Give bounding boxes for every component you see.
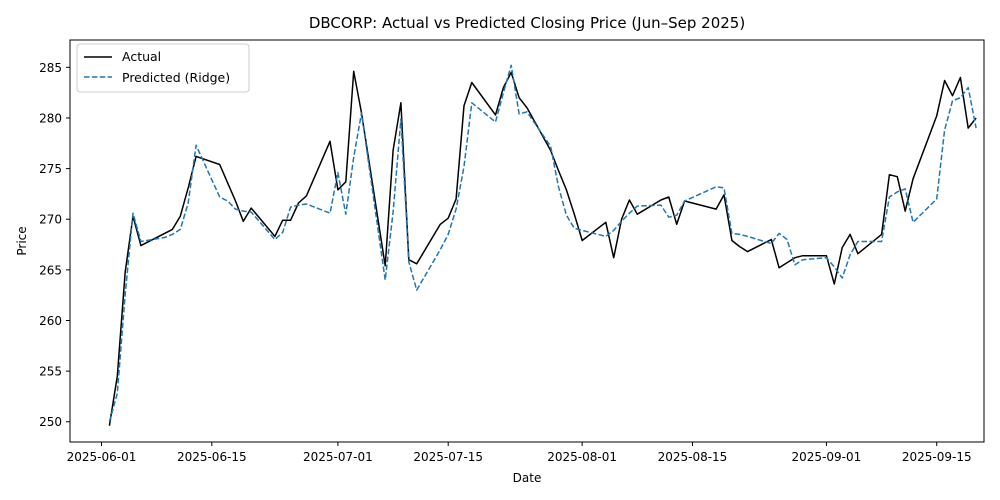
legend-label-predicted: Predicted (Ridge) [122, 70, 230, 85]
x-axis-label: Date [513, 471, 542, 485]
y-tick-label: 265 [39, 263, 62, 277]
y-tick-label: 275 [39, 162, 62, 176]
legend-label-actual: Actual [122, 49, 161, 64]
x-tick-label: 2025-07-15 [413, 450, 483, 464]
plot-frame [69, 39, 985, 443]
y-tick-label: 285 [39, 61, 62, 75]
x-tick-label: 2025-06-15 [177, 450, 247, 464]
chart-title: DBCORP: Actual vs Predicted Closing Pric… [309, 14, 745, 32]
x-axis: 2025-06-01 2025-06-15 2025-07-01 2025-07-15… [67, 442, 972, 464]
y-tick-label: 270 [39, 213, 62, 227]
x-tick-label: 2025-07-01 [303, 450, 373, 464]
series-line-actual [108, 70, 977, 426]
series-layer [108, 64, 977, 426]
series-line-predicted-ridge [108, 64, 977, 422]
legend-box [76, 43, 250, 93]
x-tick-label: 2025-06-01 [67, 450, 137, 464]
y-tick-label: 255 [39, 365, 62, 379]
y-axis: 250 255 260 265 270 275 280 285 [39, 61, 70, 429]
y-tick-label: 250 [39, 415, 62, 429]
x-tick-label: 2025-09-15 [902, 450, 972, 464]
x-tick-label: 2025-09-01 [792, 450, 862, 464]
y-tick-label: 280 [39, 111, 62, 125]
y-axis-label: Price [15, 226, 29, 255]
x-tick-label: 2025-08-15 [658, 450, 728, 464]
y-tick-label: 260 [39, 314, 62, 328]
x-tick-label: 2025-08-01 [547, 450, 617, 464]
legend: Actual Predicted (Ridge) [76, 43, 250, 93]
